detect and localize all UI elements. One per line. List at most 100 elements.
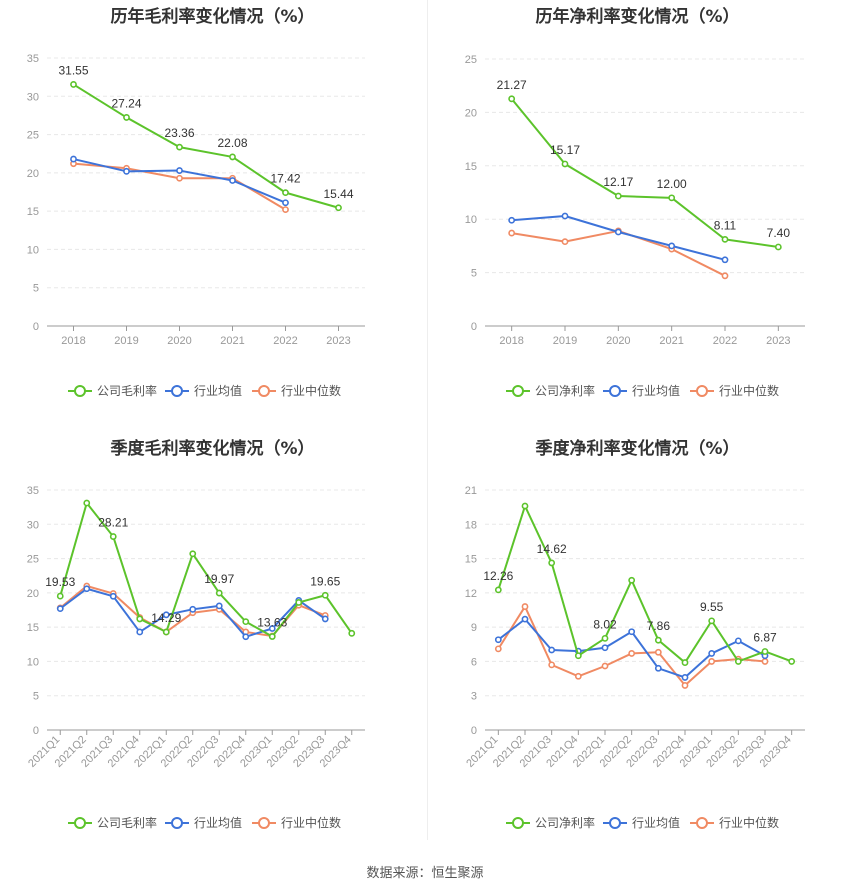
annual-gross-margin-plot: 0 5 10 15 20 25 30 35 2018 2019 2020 2021 2022 2023 31… <box>27 53 365 398</box>
data-point-company <box>548 559 556 567</box>
legend-label-avg: 行业均值 <box>194 815 242 830</box>
y-tick-label: 15 <box>465 161 477 173</box>
legend-label-avg: 行业均值 <box>632 383 680 398</box>
y-tick-label: 18 <box>465 519 477 531</box>
data-label: 6.87 <box>753 630 777 644</box>
data-point-company <box>321 591 329 599</box>
x-tick-label: 2018 <box>61 335 85 347</box>
data-point-avg <box>654 664 662 672</box>
y-tick-label: 25 <box>27 554 39 566</box>
legend-label-company: 公司净利率 <box>535 383 595 398</box>
data-point-avg <box>521 615 529 623</box>
y-tick-label: 10 <box>27 656 39 668</box>
data-point-median <box>628 650 636 657</box>
data-point-company <box>601 634 609 642</box>
legend-label-avg: 行业均值 <box>632 815 680 830</box>
legend-label-median: 行业中位数 <box>719 383 779 398</box>
data-point-avg <box>109 592 117 600</box>
data-point-company <box>176 143 183 151</box>
legend-marker-company <box>74 817 86 829</box>
data-point-avg <box>268 625 276 632</box>
annual-net-margin-chart: 历年净利率变化情况（%） 0 5 10 15 20 25 2018 2019 2020 2021 2… <box>425 0 850 430</box>
legend-marker-company <box>512 385 524 397</box>
y-tick-label: 5 <box>471 268 477 280</box>
data-point-avg <box>56 605 64 613</box>
data-label: 12.17 <box>603 175 633 189</box>
data-point-company <box>508 95 516 103</box>
data-point-company <box>348 629 356 637</box>
data-point-company <box>574 652 582 660</box>
x-tick-label: 2019 <box>114 335 138 347</box>
data-point-company <box>282 189 289 197</box>
legend-marker-avg <box>609 385 621 397</box>
data-label: 7.40 <box>767 226 791 240</box>
data-point-company <box>136 615 144 623</box>
legend-label-median: 行业中位数 <box>281 815 341 830</box>
y-tick-label: 10 <box>27 244 39 256</box>
data-label: 14.29 <box>151 611 181 625</box>
data-source-note: 数据来源：恒生聚源 <box>366 866 484 881</box>
data-label: 15.44 <box>323 187 353 201</box>
data-point-company <box>654 636 662 644</box>
y-tick-label: 25 <box>465 54 477 66</box>
data-point-company <box>668 194 676 202</box>
data-point-avg <box>215 602 223 610</box>
annual-gross-margin-chart: 历年毛利率变化情况（%） 0 5 10 15 20 25 30 35 2018 2019 2020 2… <box>0 0 425 430</box>
data-point-median <box>521 603 529 610</box>
data-label: 8.11 <box>714 218 737 232</box>
legend-marker-median <box>696 817 708 829</box>
data-point-avg <box>601 644 609 652</box>
y-tick-label: 10 <box>465 214 477 226</box>
data-point-median <box>601 662 609 670</box>
x-tick-label: 2023 <box>766 335 790 347</box>
data-point-avg <box>83 585 91 593</box>
series-line-company <box>59 502 353 638</box>
data-label: 22.08 <box>217 136 247 150</box>
data-point-company <box>521 502 529 510</box>
y-tick-label: 5 <box>33 283 39 295</box>
data-point-median <box>508 229 516 237</box>
chart-title: 季度净利率变化情况（%） <box>535 439 740 459</box>
x-tick-label: 2021 <box>659 335 683 347</box>
y-tick-label: 6 <box>471 656 477 668</box>
y-tick-label: 21 <box>465 485 477 497</box>
legend-marker-company <box>74 385 86 397</box>
y-tick-label: 20 <box>27 588 39 600</box>
y-tick-label: 35 <box>27 53 39 65</box>
data-point-median <box>574 672 582 680</box>
quarterly-gross-margin-chart: 季度毛利率变化情况（%） 0 5 10 15 20 25 30 35 2021Q1 2021Q2 2… <box>0 432 425 862</box>
y-tick-label: 0 <box>33 321 39 333</box>
data-point-company <box>335 204 342 212</box>
data-point-avg <box>614 228 622 236</box>
data-label: 12.26 <box>483 569 513 583</box>
x-tick-label: 2020 <box>606 335 630 347</box>
data-point-company <box>268 633 276 640</box>
legend-marker-avg <box>171 385 183 397</box>
data-label: 19.65 <box>310 574 340 588</box>
series-line-company <box>510 98 779 248</box>
legend-label-avg: 行业均值 <box>194 383 242 398</box>
y-tick-label: 0 <box>471 321 477 333</box>
data-point-median <box>176 174 183 182</box>
data-point-avg <box>70 155 77 163</box>
data-point-median <box>282 206 289 214</box>
y-tick-label: 25 <box>27 130 39 142</box>
data-point-company <box>70 81 77 88</box>
data-point-avg <box>189 605 197 613</box>
x-tick-label: 2021 <box>220 335 244 347</box>
data-label: 8.02 <box>593 617 617 631</box>
data-point-company <box>229 153 236 161</box>
data-point-company <box>561 160 569 168</box>
data-point-company <box>295 599 303 606</box>
data-point-company <box>189 550 197 558</box>
data-point-avg <box>708 650 716 657</box>
data-point-median <box>681 682 689 689</box>
y-tick-label: 5 <box>33 691 39 703</box>
data-point-avg <box>162 611 170 619</box>
data-point-company <box>788 658 796 665</box>
data-label: 31.55 <box>58 63 88 77</box>
data-point-company <box>215 589 223 597</box>
data-point-company <box>774 243 782 251</box>
data-point-avg <box>668 242 676 250</box>
series-line-median <box>497 605 766 687</box>
